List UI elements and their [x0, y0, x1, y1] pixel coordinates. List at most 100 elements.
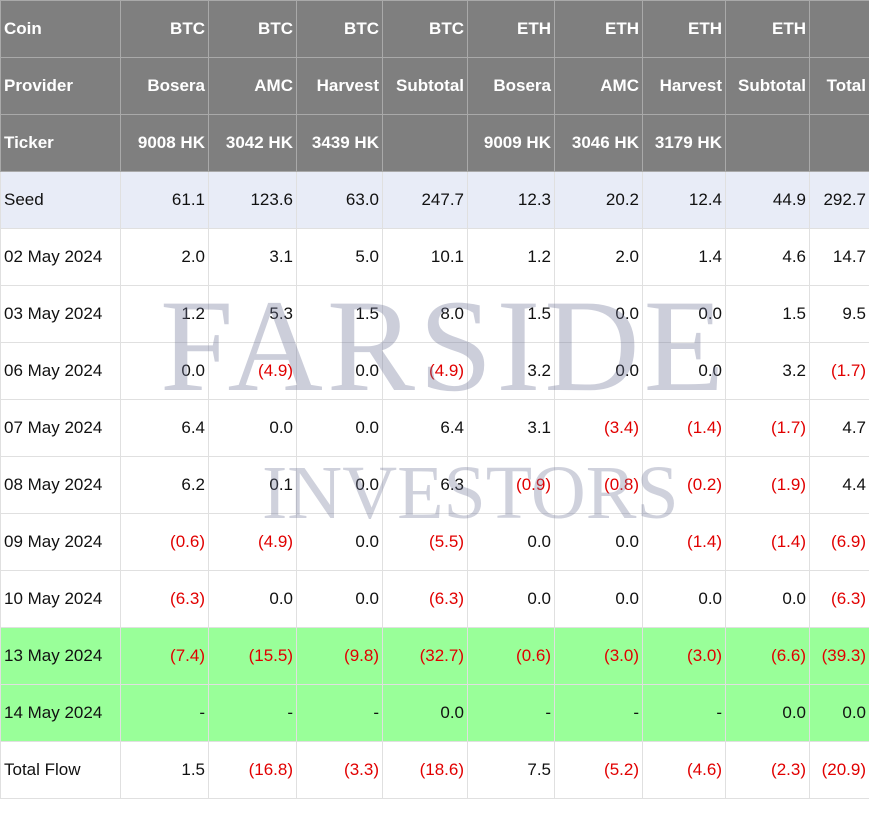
table-cell: (4.6): [642, 741, 726, 799]
table-row: 09 May 2024 (0.6) (4.9) 0.0 (5.5) 0.0 0.0 (1.4)…: [0, 513, 869, 571]
table-row: Total Flow 1.5 (16.8) (3.3) (18.6) 7.5 (5.2) (4…: [0, 741, 869, 799]
table-cell: (1.4): [725, 513, 810, 571]
header-cell: AMC: [208, 57, 297, 115]
table-cell: 2.0: [554, 228, 643, 286]
table-cell: 0.0: [208, 570, 297, 628]
table-row: 06 May 2024 0.0 (4.9) 0.0 (4.9) 3.2 0.0 0.0 3.2(…: [0, 342, 869, 400]
table-cell: 0.0: [642, 285, 726, 343]
table-cell: (32.7): [382, 627, 468, 685]
header-row-coin: Coin BTC BTC BTC BTC ETH ETH ETH ETH: [0, 0, 869, 58]
row-label: 06 May 2024: [0, 342, 121, 400]
header-cell: 3046 HK: [554, 114, 643, 172]
table-cell: (0.6): [120, 513, 209, 571]
table-cell: 20.2: [554, 171, 643, 229]
table-body: Seed 61.1 123.6 63.0 247.7 12.3 20.2 12.4 44.9 29…: [0, 171, 869, 799]
row-label: 03 May 2024: [0, 285, 121, 343]
header-cell: 3439 HK: [296, 114, 383, 172]
header-cell: BTC: [208, 0, 297, 58]
table-cell: (0.2): [642, 456, 726, 514]
table-cell: -: [208, 684, 297, 742]
table-row: Seed 61.1 123.6 63.0 247.7 12.3 20.2 12.4 44.9 29…: [0, 171, 869, 229]
table-cell: 1.4: [642, 228, 726, 286]
table-cell: (4.9): [208, 513, 297, 571]
header-cell: Bosera: [467, 57, 555, 115]
table-row: 02 May 2024 2.0 3.1 5.0 10.1 1.2 2.0 1.4 4.6 14.7: [0, 228, 869, 286]
table-cell: 5.0: [296, 228, 383, 286]
table-cell: (1.7): [809, 342, 869, 400]
header-row-ticker: Ticker 9008 HK 3042 HK 3439 HK 9009 HK 3…: [0, 114, 869, 172]
table-cell: 1.2: [467, 228, 555, 286]
table-cell: -: [120, 684, 209, 742]
table-cell: 44.9: [725, 171, 810, 229]
table-cell: (1.9): [725, 456, 810, 514]
table-row: 10 May 2024 (6.3) 0.0 0.0 (6.3) 0.0 0.0 0.0 0.0(…: [0, 570, 869, 628]
table-cell: 0.0: [809, 684, 869, 742]
table-cell: (39.3): [809, 627, 869, 685]
table-cell: (6.9): [809, 513, 869, 571]
table-cell: 0.0: [296, 342, 383, 400]
table-cell: -: [642, 684, 726, 742]
header-cell: 3042 HK: [208, 114, 297, 172]
table-cell: 0.0: [554, 513, 643, 571]
table-row: 13 May 2024 (7.4) (15.5) (9.8) (32.7) (0.6) (3…: [0, 627, 869, 685]
row-label: 02 May 2024: [0, 228, 121, 286]
table-cell: 4.6: [725, 228, 810, 286]
row-label: Total Flow: [0, 741, 121, 799]
table-cell: 0.0: [642, 570, 726, 628]
table-cell: 6.4: [120, 399, 209, 457]
table-row: 03 May 2024 1.2 5.3 1.5 8.0 1.5 0.0 0.0 1.5 9.5: [0, 285, 869, 343]
table-cell: 14.7: [809, 228, 869, 286]
header-label: Provider: [0, 57, 121, 115]
table-cell: 0.0: [382, 684, 468, 742]
table-cell: 0.0: [642, 342, 726, 400]
table-cell: 5.3: [208, 285, 297, 343]
table-cell: 0.0: [725, 570, 810, 628]
table-cell: 7.5: [467, 741, 555, 799]
table-cell: (2.3): [725, 741, 810, 799]
header-cell: [725, 114, 810, 172]
table-cell: 61.1: [120, 171, 209, 229]
table-cell: 63.0: [296, 171, 383, 229]
table-cell: 0.0: [554, 342, 643, 400]
table-cell: 0.0: [467, 513, 555, 571]
table-cell: -: [554, 684, 643, 742]
row-label: 13 May 2024: [0, 627, 121, 685]
table-cell: 0.0: [296, 570, 383, 628]
header-cell: ETH: [554, 0, 643, 58]
table-cell: 9.5: [809, 285, 869, 343]
table-cell: (15.5): [208, 627, 297, 685]
header-cell: Harvest: [642, 57, 726, 115]
table-cell: (7.4): [120, 627, 209, 685]
table-cell: (6.6): [725, 627, 810, 685]
table-cell: (1.4): [642, 399, 726, 457]
header-cell: ETH: [467, 0, 555, 58]
table-cell: (18.6): [382, 741, 468, 799]
header-label: Ticker: [0, 114, 121, 172]
header-cell: 9009 HK: [467, 114, 555, 172]
table-cell: 3.2: [467, 342, 555, 400]
table-cell: 1.5: [120, 741, 209, 799]
table-cell: (1.7): [725, 399, 810, 457]
table-cell: (4.9): [382, 342, 468, 400]
table-cell: (5.5): [382, 513, 468, 571]
table-cell: 1.2: [120, 285, 209, 343]
table-cell: (4.9): [208, 342, 297, 400]
table-cell: (5.2): [554, 741, 643, 799]
header-cell: Subtotal: [725, 57, 810, 115]
table-cell: 2.0: [120, 228, 209, 286]
table-cell: 12.3: [467, 171, 555, 229]
header-cell: Subtotal: [382, 57, 468, 115]
table-cell: 0.0: [554, 570, 643, 628]
table-cell: (3.0): [642, 627, 726, 685]
table-cell: (16.8): [208, 741, 297, 799]
header-cell: ETH: [725, 0, 810, 58]
header-row-provider: Provider Bosera AMC Harvest Subtotal Bos…: [0, 57, 869, 115]
table-cell: -: [467, 684, 555, 742]
table-cell: 3.1: [208, 228, 297, 286]
header-cell: BTC: [120, 0, 209, 58]
table-cell: 6.3: [382, 456, 468, 514]
table-cell: (6.3): [120, 570, 209, 628]
table-cell: 6.4: [382, 399, 468, 457]
header-cell: ETH: [642, 0, 726, 58]
